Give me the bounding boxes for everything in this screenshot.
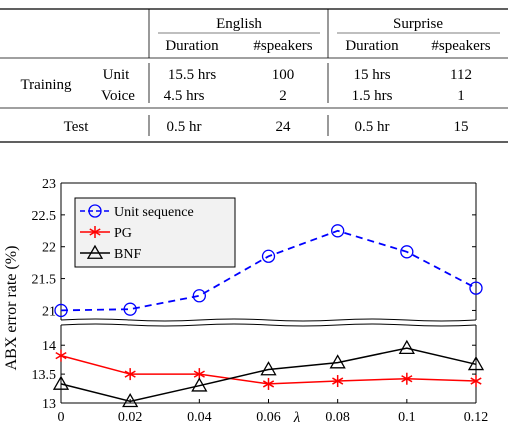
data-point [55, 349, 67, 362]
x-tick-label: 0.12 [464, 410, 489, 425]
y-tick-label: 23 [42, 177, 56, 192]
data-point [191, 377, 208, 392]
data-point [400, 245, 414, 259]
data-point [262, 377, 275, 390]
data-point [122, 392, 139, 408]
data-point [52, 375, 70, 390]
data-point [331, 224, 345, 238]
legend-label: PG [114, 226, 132, 241]
x-tick-label: 0 [58, 410, 65, 425]
star-stroke [193, 370, 205, 378]
data-point [260, 361, 277, 376]
group-header-surprise: Surprise [393, 16, 443, 32]
y-tick-label: 13.5 [32, 368, 57, 383]
data-point [467, 355, 485, 371]
y-tick-label: 13 [42, 397, 56, 412]
axis-break-upper [60, 318, 477, 322]
training-label: Training [20, 77, 72, 93]
y-tick-label: 21 [42, 304, 56, 319]
cell: 112 [450, 67, 472, 83]
series-line-bnf [60, 347, 477, 403]
star-stroke [89, 228, 101, 236]
x-tick-label: 0.04 [187, 410, 212, 425]
x-tick-label: 0.06 [256, 410, 281, 425]
star-stroke [470, 377, 482, 385]
legend-label: BNF [114, 247, 141, 262]
row-label-unit: Unit [103, 67, 131, 83]
data-table: English Surprise Duration #speakers Dura… [0, 8, 508, 143]
data-point [261, 249, 276, 263]
y-tick-label: 21.5 [32, 273, 57, 288]
x-tick-label: 0.02 [118, 410, 143, 425]
cell: 15.5 hrs [168, 67, 216, 83]
cell: 24 [276, 119, 292, 135]
cell: 100 [272, 67, 295, 83]
series-line-unit-sequence [60, 229, 477, 312]
cell: 2 [279, 88, 287, 104]
cell: 1 [457, 88, 465, 104]
x-tick-label: 0.08 [325, 410, 350, 425]
star-stroke [124, 370, 136, 378]
subheader-duration-1: Duration [165, 38, 219, 54]
data-point [401, 372, 413, 385]
axis-break-lower [60, 323, 477, 327]
legend-marker [88, 204, 102, 218]
star-stroke [55, 351, 67, 360]
data-point [54, 303, 68, 318]
test-label: Test [64, 119, 90, 135]
line-chart: 21 21.5 22 22.5 23 13 13.5 14 0 0.02 0.04 0.06 0.08 0… [3, 177, 489, 426]
data-point [332, 375, 344, 388]
x-tick-label: 0.1 [398, 410, 416, 425]
y-tick-label: 22.5 [32, 209, 57, 224]
data-point [470, 375, 482, 388]
data-point [123, 302, 137, 316]
star-stroke [332, 377, 344, 385]
cell: 4.5 hrs [164, 88, 205, 104]
data-point [329, 354, 346, 369]
cell: 15 [454, 119, 469, 135]
y-tick-label: 14 [42, 339, 56, 354]
group-header-english: English [216, 16, 262, 32]
star-stroke [401, 375, 413, 383]
cell: 0.5 hr [167, 119, 202, 135]
cell: 1.5 hrs [352, 88, 393, 104]
legend-label: Unit sequence [114, 205, 194, 220]
y-axis-label: ABX error rate (%) [3, 246, 20, 371]
legend-marker [86, 244, 104, 259]
data-point [124, 368, 136, 381]
star-stroke [262, 380, 275, 388]
subheader-duration-2: Duration [345, 38, 399, 54]
x-axis-label: λ [293, 410, 301, 426]
y-tick-label: 22 [42, 241, 56, 256]
cell: 15 hrs [353, 67, 390, 83]
subheader-speakers-2: #speakers [431, 38, 490, 54]
legend-marker [89, 226, 101, 238]
row-label-voice: Voice [101, 88, 135, 104]
data-point [398, 339, 415, 355]
subheader-speakers-1: #speakers [253, 38, 312, 54]
data-point [469, 281, 483, 295]
cell: 0.5 hr [355, 119, 390, 135]
data-point [192, 289, 206, 303]
